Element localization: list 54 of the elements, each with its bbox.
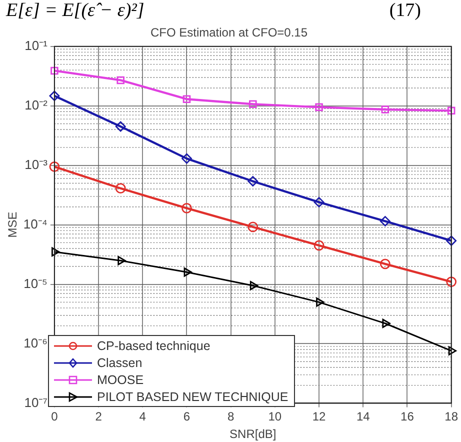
point [182, 203, 192, 214]
x-tick-label: 8 [227, 410, 234, 424]
point [50, 66, 58, 75]
x-axis-title: SNR[dB] [230, 427, 276, 442]
point [116, 76, 124, 84]
y-axis-title: MSE [6, 212, 20, 238]
legend-label: CP-based technique [97, 338, 210, 352]
point [380, 258, 390, 270]
point [316, 298, 324, 307]
legend-label: MOOSE [97, 372, 144, 386]
x-tick-label: 4 [139, 410, 146, 424]
y-tick-label: 10⁻⁵ [24, 276, 48, 291]
y-tick-label: 10⁻⁷ [24, 394, 48, 410]
y-tick-label: 10⁻⁴ [23, 216, 48, 232]
x-tick-label: 10 [268, 410, 282, 424]
x-tick-label: 16 [400, 410, 414, 424]
y-tick-label: 10⁻⁶ [24, 335, 48, 350]
x-tick-label: 14 [356, 410, 370, 424]
chart-title: CFO Estimation at CFO=0.15 [150, 26, 308, 40]
point [118, 256, 126, 266]
point [248, 176, 258, 186]
x-tick-label: 18 [444, 410, 458, 424]
point [380, 216, 390, 226]
point [248, 222, 258, 232]
legend-label: PILOT BASED NEW TECHNIQUE [97, 390, 288, 404]
x-tick-label: 6 [183, 410, 190, 424]
point [184, 268, 192, 277]
x-tick-label: 2 [95, 410, 102, 424]
point [49, 90, 60, 102]
point [447, 106, 456, 115]
point [314, 240, 324, 251]
point [250, 280, 258, 290]
y-tick-label: 10⁻³ [24, 156, 48, 172]
point [182, 95, 191, 103]
y-tick-label: 10⁻¹ [24, 38, 48, 53]
point [448, 346, 457, 356]
point [115, 121, 126, 132]
point [446, 236, 457, 246]
point [446, 276, 457, 288]
point [115, 183, 126, 194]
point [382, 318, 390, 328]
point [249, 100, 257, 108]
x-tick-label: 12 [312, 410, 326, 424]
point [314, 196, 324, 208]
text: E[ε] = E[(ε̂ − ε)²] [6, 0, 144, 22]
point [381, 106, 390, 114]
y-tick-label: 10⁻² [24, 97, 48, 112]
point [51, 247, 60, 257]
point [315, 103, 323, 112]
x-tick-label: 0 [51, 410, 58, 424]
legend-label: Classen [97, 356, 142, 370]
point [49, 161, 60, 172]
point [182, 153, 192, 164]
text: (17) [389, 0, 421, 22]
